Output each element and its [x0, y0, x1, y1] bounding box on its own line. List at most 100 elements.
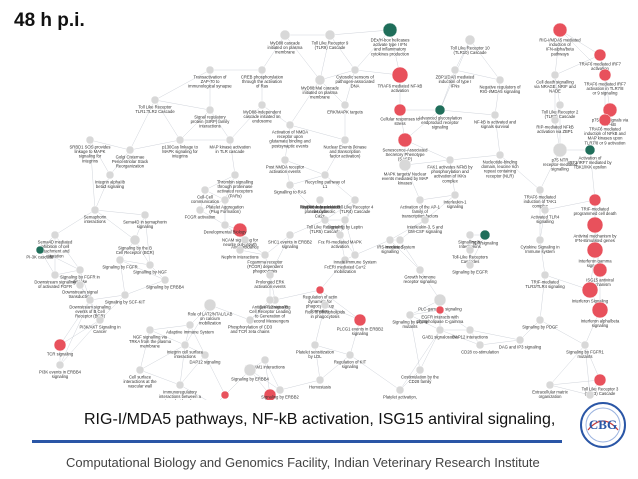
network-edge [209, 304, 251, 321]
node-label: PI-3K cascade [26, 255, 54, 260]
network-edge [119, 259, 126, 296]
node-label: MyD88:Mal cascade initiated on plasma memb… [301, 86, 340, 100]
node-label: Post NMDA receptor activation events [266, 165, 305, 175]
node-marker [240, 235, 250, 245]
node-marker [415, 195, 425, 205]
node-label: SHC1 events in ERBB2 signaling [268, 240, 313, 250]
pathway-node: Interferon alpha/beta signaling [581, 301, 620, 328]
node-label: PLCG1 events in ERBB2 signaling [337, 327, 384, 337]
pathway-node: Activation of IRF3/IRF7 mediated by TBK1/I… [568, 144, 613, 170]
node-label: Toll Like Receptor 2 (TLR2) Cascade [542, 110, 579, 120]
node-label: Growth hormone receptor signaling [403, 275, 437, 285]
pathway-node: Signalling by NGF [133, 260, 167, 275]
node-marker [495, 150, 505, 160]
node-label: Antigen Activates B Cell Receptor Leading… [249, 305, 291, 324]
node-marker [320, 170, 330, 180]
network-edge [139, 369, 181, 386]
pathway-node: Downstream signaling of activated FGFR [34, 270, 76, 289]
node-label: EGFR interacts with phospholipase C-gamma [417, 315, 464, 325]
pathway-node: Signaling by Leptin [327, 215, 363, 230]
node-marker [315, 195, 325, 205]
network-edge [154, 99, 211, 111]
node-marker [280, 155, 290, 165]
node-label: Integrin cell surface interactions [167, 350, 204, 360]
pathway-node: TRAF6 mediated induction of TAK1 complex [524, 185, 557, 209]
node-marker [120, 290, 130, 300]
node-marker [195, 205, 205, 215]
node-label: Fcε RI-mediated MAPK activation [318, 240, 362, 250]
pathway-node: Toll Like Receptor 4 (TLR4) Cascade [337, 195, 374, 214]
network-edge [519, 319, 541, 341]
node-marker [145, 260, 155, 270]
pathway-node: Toll Like Receptor 2 (TLR2) Cascade [542, 100, 579, 120]
node-marker [257, 65, 267, 75]
network-edge [59, 319, 101, 346]
pathway-node: DAG and IP3 signaling [499, 335, 542, 350]
network-edge [584, 344, 591, 396]
node-marker [465, 245, 475, 255]
network-edge [154, 99, 181, 141]
node-label: Activation of IRF3/IRF7 mediated by TBK1/I… [568, 156, 612, 170]
pathway-node: TRIF-mediated TLR3/TLR4 signaling [525, 270, 565, 289]
node-label: Signaling by PDGF [522, 325, 558, 330]
network-edge [499, 154, 541, 191]
node-marker [350, 195, 360, 205]
node-marker [232, 222, 248, 238]
pathway-node: Fcε RI-mediated MAPK activation [318, 230, 362, 250]
node-marker [586, 241, 604, 259]
network-edge [409, 309, 441, 316]
network-edge [189, 324, 206, 356]
node-label: Nucleotide-binding domain, leucine rich re… [481, 160, 519, 179]
pathway-node: TRAF6 mediated IRF7 activation [579, 48, 622, 71]
network-edge [404, 164, 421, 201]
pathway-node: Toll Like Receptor 9 (TLR9) Cascade [312, 29, 349, 50]
node-marker [340, 255, 350, 265]
node-marker [340, 100, 350, 110]
network-edge [399, 239, 421, 271]
node-marker [200, 185, 210, 195]
network-edge [204, 174, 236, 191]
pathway-node: FAK1 activates NFkB by phosphorylation an… [427, 155, 473, 184]
network-edge [119, 259, 166, 281]
network-edge [264, 234, 291, 256]
node-marker [180, 340, 190, 350]
network-edge [129, 99, 156, 151]
node-label: FAK1 activates NFkB by phosphorylation an… [427, 165, 473, 184]
network-edge [319, 69, 356, 81]
pathway-node: Signaling by SCF-KIT [105, 290, 146, 305]
network-edge [59, 299, 91, 346]
node-label: Costimulation by the CD28 family [401, 375, 440, 385]
node-label: Innate Immune System [333, 260, 377, 265]
pathway-node: NGF signalling via TRKA from the plasma me… [129, 325, 172, 349]
pathway-node: Senescence-Associated Secretory Phenotype… [383, 132, 428, 162]
node-marker [395, 235, 405, 245]
node-marker [285, 120, 295, 130]
network-edge [544, 199, 596, 211]
pathway-node: Advanced glycosylation endproduct recepto… [418, 104, 463, 130]
network-edge [409, 314, 441, 331]
pathway-node: Growth hormone receptor signaling [403, 265, 437, 285]
pathway-node: PECAM1 interactions [245, 355, 285, 370]
node-label: Toll Like Receptor TLR1:TLR2 Cascade [135, 105, 175, 115]
node-marker [382, 22, 398, 38]
node-label: TRIF-mediated programmed cell death [574, 207, 617, 217]
node-label: Regulation of KIT signaling [334, 360, 367, 370]
node-marker [220, 390, 230, 400]
pathway-node: Integrin alphaIIb beta3 signaling [95, 170, 126, 189]
network-edge [284, 159, 326, 176]
pathway-node: Signaling by FGFR [102, 255, 138, 270]
pathway-node: p75 NTR receptor-mediated signalling [543, 142, 578, 172]
pathway-node: Signaling by EGFR [452, 260, 488, 275]
node-marker [225, 135, 235, 145]
node-label: Interferon Signaling [572, 299, 609, 304]
node-marker [220, 195, 230, 205]
node-marker [285, 180, 295, 190]
network-edge [179, 384, 207, 400]
node-label: MAP kinase activation in TLR cascade [209, 145, 251, 155]
network-edge [404, 159, 451, 166]
pathway-node: Activation of NMDA receptor upon glutamate… [269, 120, 311, 148]
